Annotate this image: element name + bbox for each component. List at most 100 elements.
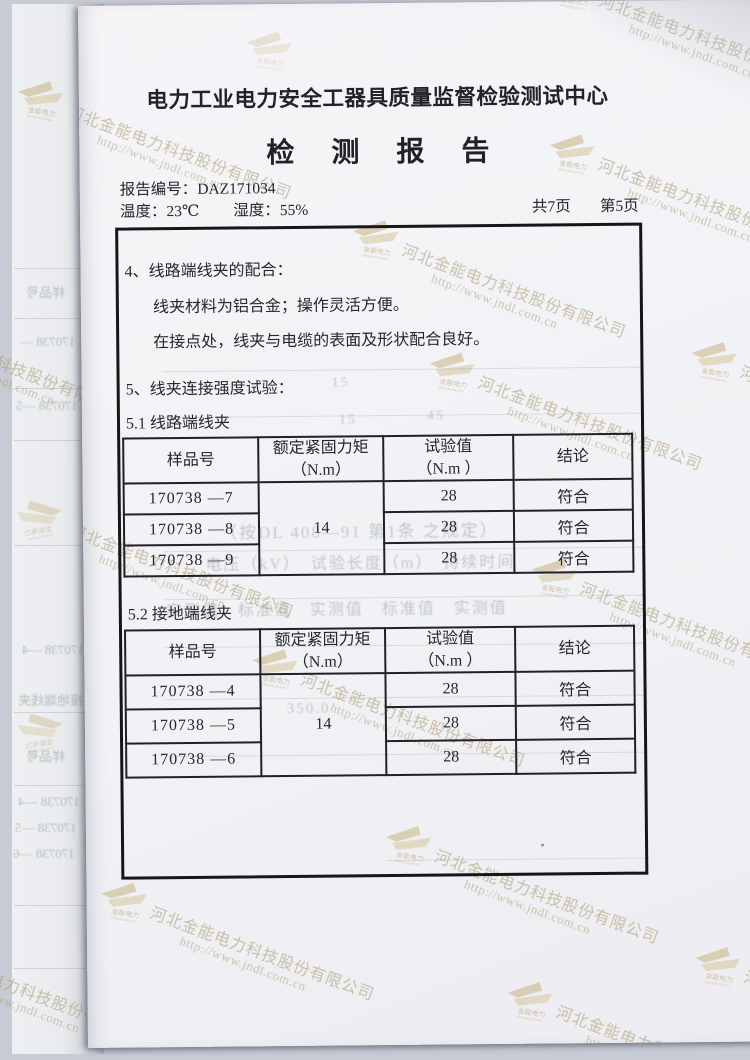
svg-text:金能电力: 金能电力 bbox=[701, 366, 730, 379]
line-clamp-table-host: 样品号 额定紧固力矩 （N.m） 试验值 （N.m ）结论 170738 —7 14 28… bbox=[118, 226, 639, 577]
section-5-2-title: 5.2 接地端线夹 bbox=[127, 605, 232, 624]
under-page-bleed-line bbox=[14, 968, 86, 969]
svg-text:金能电力: 金能电力 bbox=[24, 524, 53, 538]
rated-torque-cell: 14 bbox=[258, 481, 385, 576]
section-4-title: 4、线路端线夹的配合： bbox=[124, 261, 293, 281]
table-header-cell: 试验值 （N.m ） bbox=[384, 626, 516, 674]
table-header-cell: 样品号 bbox=[124, 629, 261, 676]
under-page-bleed-line bbox=[14, 785, 86, 786]
rated-torque-cell: 14 bbox=[260, 673, 387, 777]
table-header-cell: 试验值 （N.m ） bbox=[383, 434, 514, 482]
page-current: 第5页 bbox=[599, 197, 639, 215]
table-cell: 符合 bbox=[515, 670, 635, 707]
table-row: 170738 —4 14 28 符合 bbox=[125, 670, 635, 777]
table-cell: 符合 bbox=[514, 540, 634, 574]
table-header-cell: 额定紧固力矩 （N.m） bbox=[259, 628, 386, 675]
watermark-company-name: 河北金能电力科技股份有限公司 bbox=[737, 364, 750, 464]
svg-text:JINNENGDIANLI: JINNENGDIANLI bbox=[27, 114, 54, 123]
table-cell: 170738 —4 bbox=[125, 674, 261, 710]
report-sheet: 河北金能电力科技股份有限公司 http://www.jndl.com.cn 金能电力… bbox=[78, 0, 750, 1048]
section-5-1-title: 5.1 线路端线夹 bbox=[125, 414, 231, 433]
svg-text:JINNENGDIANLI: JINNENGDIANLI bbox=[700, 375, 727, 383]
svg-text:金能电力: 金能电力 bbox=[25, 737, 54, 751]
svg-text:JINNENGDIANLI: JINNENGDIANLI bbox=[27, 746, 54, 755]
report-number-line: 报告编号：DAZ171034 bbox=[120, 176, 276, 199]
under-page-bleed-line bbox=[14, 388, 86, 389]
scan-speck bbox=[262, 101, 265, 104]
table-header-cell: 额定紧固力矩 （N.m） bbox=[258, 436, 384, 483]
section-5-title: 5、线夹连接强度试验： bbox=[125, 379, 294, 399]
ground-end-clamp-table: 样品号 额定紧固力矩 （N.m） 试验值 （N.m ）结论 170738 —4 14 28… bbox=[124, 625, 636, 779]
report-number-value: DAZ171034 bbox=[197, 180, 276, 198]
table-cell: 170738 —6 bbox=[126, 742, 262, 778]
svg-text:金能电力: 金能电力 bbox=[256, 55, 285, 68]
table-cell: 170738 —5 bbox=[125, 708, 262, 744]
content-box: 4、线路端线夹的配合： 线夹材料为铝合金；操作灵活方便。 在接点处，线夹与电缆的… bbox=[115, 222, 649, 880]
watermark-company-name: 河北金能电力科技股份有限公司 bbox=[147, 904, 377, 1005]
watermark-company-name: 河北金能电力科技股份有限公司 bbox=[553, 998, 750, 1048]
table-row: 170738 —7 14 28 符合 bbox=[123, 478, 633, 576]
svg-text:金能电力: 金能电力 bbox=[560, 0, 589, 8]
table-cell: 28 bbox=[385, 672, 516, 708]
watermark-company-name: 河北金能电力科技股份有限公司 bbox=[741, 969, 750, 1048]
table-cell: 符合 bbox=[513, 509, 634, 543]
table-header-cell: 结论 bbox=[513, 433, 633, 481]
under-page-bleed-line bbox=[14, 545, 86, 546]
svg-text:JINNENGDIANLI: JINNENGDIANLI bbox=[110, 916, 137, 924]
svg-text:JINNENGDIANLI: JINNENGDIANLI bbox=[558, 167, 585, 175]
table-cell: 170738 —7 bbox=[123, 482, 259, 515]
table-header-cell: 结论 bbox=[514, 625, 635, 673]
table-header-cell: 样品号 bbox=[123, 437, 259, 484]
table-cell: 符合 bbox=[515, 704, 636, 741]
svg-text:金能电力: 金能电力 bbox=[517, 1006, 546, 1019]
under-page-bleed-line bbox=[14, 268, 86, 269]
under-page-bleed-line bbox=[14, 440, 86, 441]
svg-text:金能电力: 金能电力 bbox=[111, 907, 140, 920]
report-number-label: 报告编号： bbox=[119, 180, 198, 199]
watermark-url: http://www.jndl.com.cn bbox=[177, 933, 309, 994]
table-cell: 28 bbox=[385, 706, 517, 742]
table-cell: 28 bbox=[383, 480, 514, 513]
under-page-bleed-line bbox=[14, 712, 86, 713]
table-cell: 符合 bbox=[513, 478, 633, 512]
svg-text:JINNENGDIANLI: JINNENGDIANLI bbox=[560, 3, 587, 11]
table-cell: 28 bbox=[386, 740, 517, 776]
table-cell: 28 bbox=[384, 542, 515, 575]
svg-text:JINNENGDIANLI: JINNENGDIANLI bbox=[704, 980, 731, 988]
watermark-company-name: 河北金能电力科技股份有限公司 bbox=[0, 945, 96, 1047]
report-title: 检 测 报 告 bbox=[266, 135, 505, 170]
watermark-layer: 河北金能电力科技股份有限公司 http://www.jndl.com.cn 金能电力… bbox=[78, 0, 750, 1048]
watermark-url: http://www.jndl.com.cn bbox=[626, 20, 750, 82]
section-4-line2: 在接点处，线夹与电缆的表面及形状配合良好。 bbox=[153, 331, 490, 352]
under-page-bleed-line bbox=[14, 905, 86, 906]
line-end-clamp-table: 样品号 额定紧固力矩 （N.m） 试验值 （N.m ）结论 170738 —7 14 28… bbox=[122, 433, 634, 578]
svg-text:金能电力: 金能电力 bbox=[27, 105, 56, 119]
under-page-bleed-line bbox=[14, 318, 86, 319]
scan-speck bbox=[541, 843, 545, 847]
environment-line: 温度：23℃ 湿度：55% bbox=[120, 198, 308, 222]
table-cell: 170738 —9 bbox=[124, 544, 260, 577]
bleedthrough-layer: （按DL 408—91 第1条 之规定） 电压（kV） 试验长度（m） 持续时间实… bbox=[78, 0, 750, 862]
watermark-url: http://www.jndl.com.cn bbox=[0, 974, 83, 1037]
temperature-value: 温度：23℃ bbox=[119, 202, 200, 221]
pages-total: 共7页 bbox=[531, 198, 571, 216]
svg-text:JINNENGDIANLI: JINNENGDIANLI bbox=[255, 64, 282, 72]
svg-text:JINNENGDIANLI: JINNENGDIANLI bbox=[26, 533, 53, 542]
svg-text:JINNENGDIANLI: JINNENGDIANLI bbox=[516, 1015, 543, 1023]
watermark-url: http://www.jndl.com.cn bbox=[583, 1032, 715, 1048]
watermark-url: http://www.jndl.com.cn bbox=[625, 184, 750, 246]
svg-text:金能电力: 金能电力 bbox=[705, 971, 734, 984]
table-cell: 28 bbox=[383, 511, 515, 544]
watermark-url: http://www.jndl.com.cn bbox=[0, 346, 58, 409]
humidity-value: 湿度：55% bbox=[233, 201, 309, 220]
ground-clamp-table-host: 样品号 额定紧固力矩 （N.m） 试验值 （N.m ）结论 170738 —4 14 28… bbox=[118, 226, 639, 778]
section-4-line1: 线夹材料为铝合金；操作灵活方便。 bbox=[152, 296, 409, 317]
